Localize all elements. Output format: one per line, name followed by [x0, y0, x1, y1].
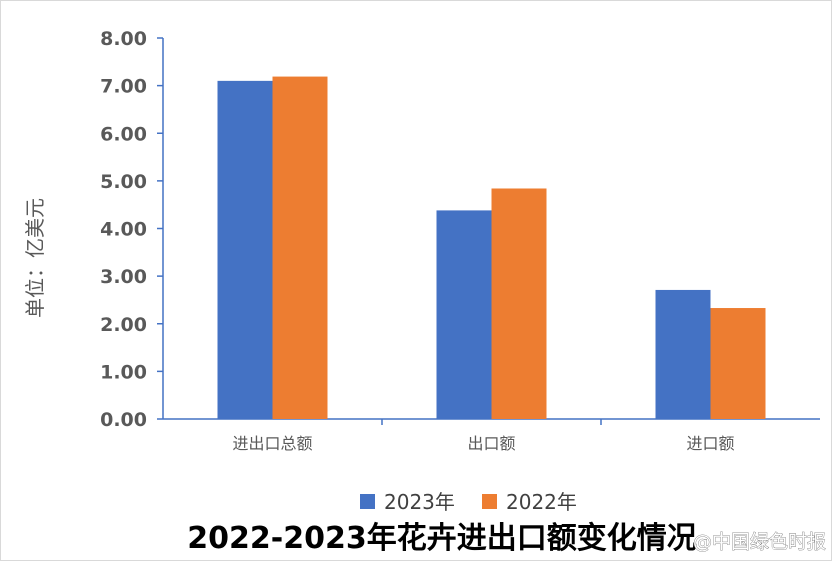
legend: 2023年 2022年 — [360, 490, 577, 514]
legend-swatch — [360, 494, 375, 509]
y-tick-label: 3.00 — [100, 266, 147, 288]
watermark-text: @中国绿色时报 — [693, 531, 826, 553]
chart-title: 2022-2023年花卉进出口额变化情况 — [187, 521, 696, 556]
y-tick-label: 0.00 — [100, 409, 147, 431]
y-axis-ticks: 0.00 1.00 2.00 3.00 4.00 5.00 6.00 7.00 8.00 — [100, 28, 163, 431]
x-axis-ticks: 进出口总额 出口额 进口额 — [232, 419, 735, 453]
bar-series-1 — [217, 80, 273, 420]
y-tick-label: 6.00 — [100, 123, 147, 145]
x-tick-label: 进出口总额 — [232, 434, 312, 453]
y-axis-label: 单位：亿美元 — [23, 198, 47, 318]
bar-series-2 — [272, 76, 328, 420]
bar-series-1 — [436, 210, 492, 419]
legend-label: 2022年 — [506, 490, 577, 514]
legend-label: 2023年 — [384, 490, 455, 514]
y-tick-label: 5.00 — [100, 171, 147, 193]
y-tick-label: 8.00 — [100, 28, 147, 50]
bars — [217, 76, 766, 420]
y-tick-label: 7.00 — [100, 76, 147, 98]
x-tick-label: 进口额 — [686, 434, 734, 453]
bar-series-1 — [655, 289, 711, 419]
bar-series-2 — [710, 308, 766, 419]
y-tick-label: 2.00 — [100, 314, 147, 336]
x-tick-label: 出口额 — [467, 434, 515, 453]
legend-swatch — [482, 494, 497, 509]
bar-series-2 — [491, 188, 547, 419]
y-tick-label: 4.00 — [100, 219, 147, 241]
y-tick-label: 1.00 — [100, 361, 147, 383]
